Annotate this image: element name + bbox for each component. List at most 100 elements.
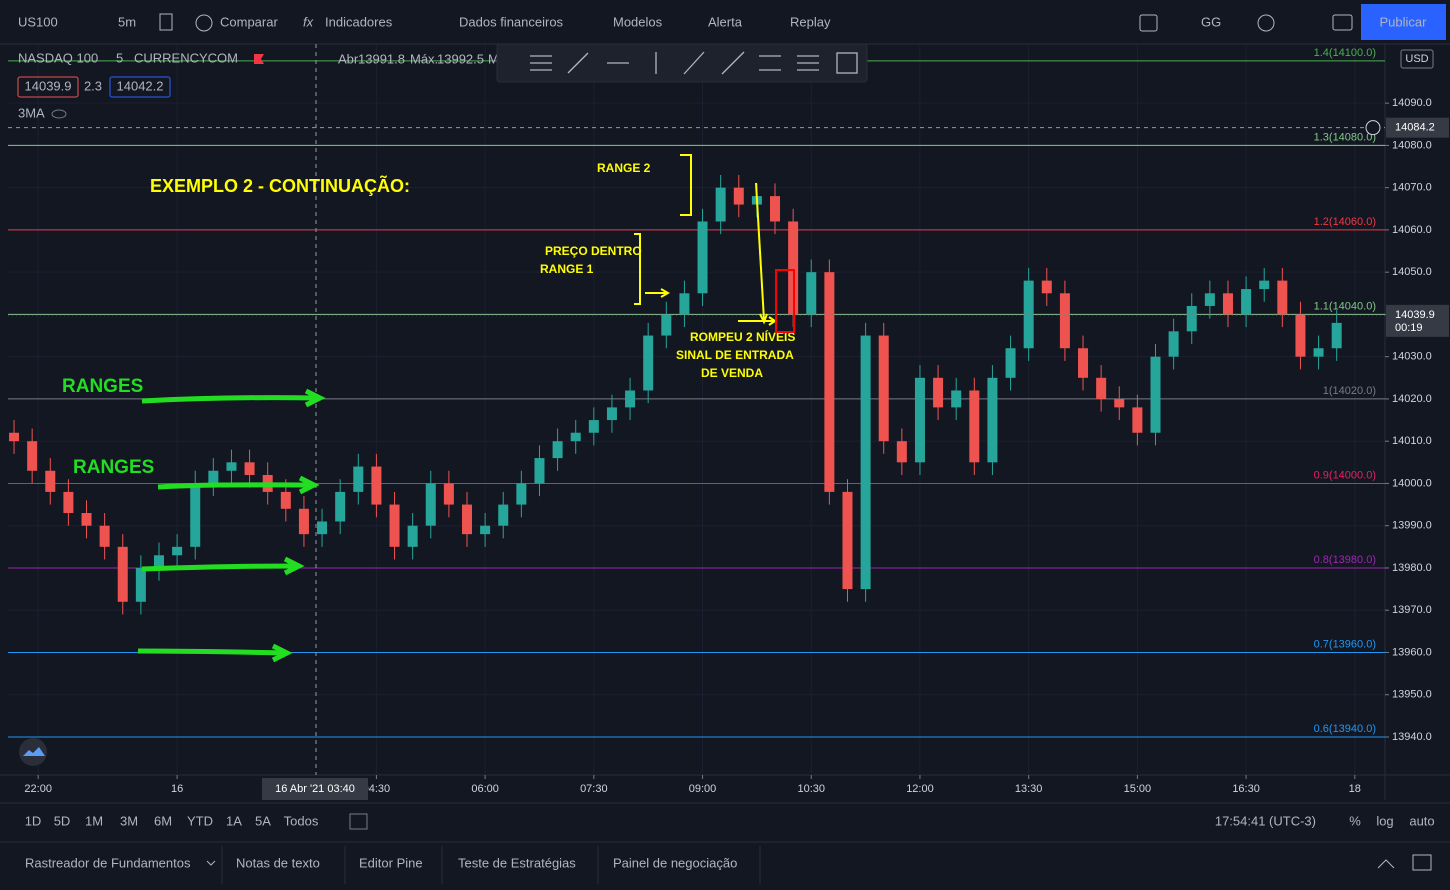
drawing-toolbar-bg (496, 43, 868, 83)
compare[interactable]: Comparar (220, 14, 278, 29)
logo-mark (23, 747, 45, 756)
candle-body (534, 458, 545, 484)
tab[interactable]: Editor Pine (359, 855, 423, 870)
candle-body (153, 555, 164, 568)
candle-body (588, 420, 599, 433)
snapshot-icon[interactable] (1332, 14, 1353, 31)
y-tick-label: 13950.0 (1392, 689, 1432, 701)
crosshair-price: 14084.2 (1395, 122, 1435, 134)
scale-option[interactable]: auto (1409, 813, 1434, 828)
candle-body (806, 272, 817, 315)
spread: 2.3 (84, 78, 102, 93)
maximize-icon[interactable] (1412, 854, 1432, 871)
candle-body (896, 441, 907, 463)
tab[interactable]: Notas de texto (236, 855, 320, 870)
tab-chevron[interactable] (206, 860, 216, 866)
timeframe[interactable]: 5D (54, 813, 71, 828)
level-label: 0.6(13940.0) (1314, 723, 1376, 735)
clock: 17:54:41 (UTC-3) (1215, 813, 1316, 828)
timeframe[interactable]: 1A (226, 813, 242, 828)
alert[interactable]: Alerta (708, 14, 743, 29)
tool-rect[interactable] (836, 52, 858, 74)
timeframe[interactable]: 1D (25, 813, 42, 828)
tab[interactable]: Teste de Estratégias (458, 855, 576, 870)
level-label: 1.1(14040.0) (1314, 300, 1376, 312)
candle-body (860, 335, 871, 590)
annotation: DE VENDA (701, 366, 763, 380)
ask-box[interactable] (109, 76, 171, 98)
scale-option[interactable]: % (1349, 813, 1361, 828)
chart-type-icon[interactable] (159, 13, 173, 31)
tool-trend[interactable] (567, 52, 589, 74)
templates[interactable]: Modelos (613, 14, 663, 29)
candle-body (1331, 322, 1342, 349)
indicators[interactable]: Indicadores (325, 14, 393, 29)
interval[interactable]: 5m (118, 14, 136, 29)
tool-lines[interactable] (530, 55, 552, 71)
collapse-icon[interactable] (1377, 859, 1395, 869)
crosshair-plus[interactable] (1365, 120, 1381, 136)
y-tick-label: 14080.0 (1392, 139, 1432, 151)
crosshair-price-box (1386, 117, 1449, 138)
y-tick-label: 14010.0 (1392, 435, 1432, 447)
currency-box[interactable] (1400, 49, 1434, 69)
replay[interactable]: Replay (790, 14, 831, 29)
candle-body (1313, 348, 1324, 357)
x-tick-label: 07:30 (580, 783, 608, 795)
candle-body (117, 546, 128, 602)
tab[interactable]: Painel de negociação (613, 855, 737, 870)
range-arrow (141, 395, 319, 404)
compare-icon[interactable] (195, 14, 213, 32)
level-label: 1.3(14080.0) (1314, 131, 1376, 143)
tab[interactable]: Rastreador de Fundamentos (25, 855, 191, 870)
timeframe[interactable]: YTD (187, 813, 213, 828)
tool-extended[interactable] (721, 51, 745, 75)
annotation: SINAL DE ENTRADA (676, 348, 794, 362)
x-tick-label: 09:00 (689, 783, 717, 795)
financials[interactable]: Dados financeiros (459, 14, 564, 29)
candle-body (27, 441, 38, 471)
date-range-icon[interactable] (349, 813, 368, 830)
symbol[interactable]: US100 (18, 14, 58, 29)
timeframe[interactable]: 3M (120, 813, 138, 828)
annotation: RANGES (62, 376, 143, 397)
tool-ray[interactable] (683, 51, 705, 75)
crosshair-time-box (262, 778, 368, 800)
layout-name[interactable]: GG (1201, 14, 1221, 29)
x-tick-label: 18 (1349, 783, 1361, 795)
y-tick-label: 13970.0 (1392, 604, 1432, 616)
tool-fib[interactable] (797, 55, 819, 71)
layout-icon[interactable] (1139, 14, 1158, 32)
eye-icon[interactable] (51, 109, 67, 119)
timeframe[interactable]: 5A (255, 813, 271, 828)
timeframe[interactable]: 6M (154, 813, 172, 828)
candle-body (1241, 289, 1252, 315)
y-tick-label: 13940.0 (1392, 731, 1432, 743)
publish-label[interactable]: Publicar (1380, 14, 1428, 29)
candle-body (480, 525, 491, 535)
y-tick-label: 14000.0 (1392, 477, 1432, 489)
candle-body (208, 470, 219, 484)
timeframe[interactable]: Todos (284, 813, 319, 828)
candle-body (770, 196, 781, 222)
publish-button[interactable] (1361, 4, 1446, 40)
timeframe[interactable]: 1M (85, 813, 103, 828)
candle-body (552, 441, 563, 459)
candle-body (1186, 305, 1197, 332)
candle-body (878, 335, 889, 442)
candle-body (462, 504, 472, 535)
scale-option[interactable]: log (1376, 813, 1393, 828)
x-tick-label: 15:00 (1124, 783, 1152, 795)
fx-icon[interactable]: fx (303, 14, 314, 29)
tool-channel[interactable] (759, 55, 781, 71)
ask[interactable]: 14042.2 (117, 78, 164, 93)
settings-icon[interactable] (1257, 14, 1275, 32)
toolbar-bg (0, 0, 1450, 44)
annotation-stroke (755, 182, 765, 321)
bid-box[interactable] (17, 76, 79, 98)
annotation-stroke (680, 154, 692, 216)
open-value: 13991.8 (358, 51, 405, 66)
bid[interactable]: 14039.9 (25, 78, 72, 93)
candle-body (1132, 407, 1143, 433)
candle-body (371, 466, 382, 505)
